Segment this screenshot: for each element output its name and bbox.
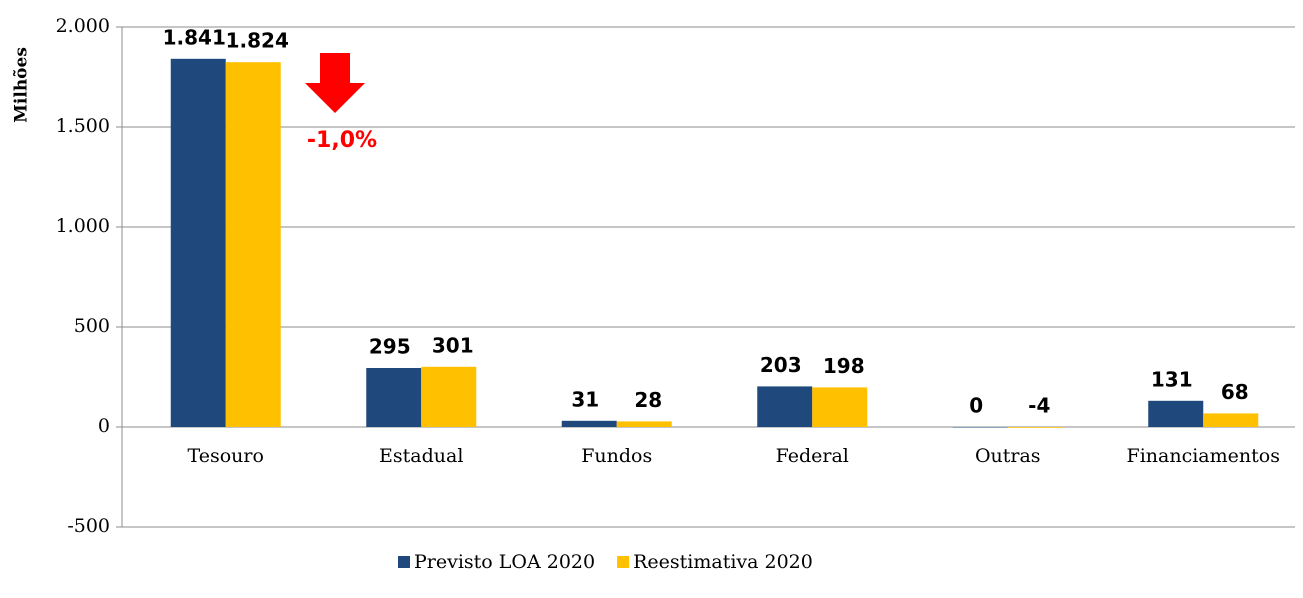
bar [952, 427, 1008, 428]
value-label: 1.824 [226, 29, 289, 53]
bar [616, 421, 672, 427]
x-tick-label: Fundos [581, 445, 652, 467]
bar [1148, 400, 1204, 427]
y-tick-label: 0 [98, 415, 110, 437]
bar [1007, 427, 1063, 428]
arrow [305, 53, 365, 113]
bar [812, 387, 868, 427]
value-label: 0 [969, 394, 983, 418]
y-tick-label: 1.500 [56, 115, 110, 137]
x-tick-label: Federal [776, 445, 849, 467]
value-label: 131 [1151, 367, 1193, 391]
bar [561, 420, 617, 427]
y-axis-label: Milhões [12, 47, 32, 123]
x-tick-label: Estadual [379, 445, 463, 467]
value-label: 68 [1221, 380, 1249, 404]
bar [757, 386, 813, 427]
value-label: 301 [432, 333, 474, 357]
x-tick-label: Tesouro [188, 445, 264, 467]
value-label: -4 [1028, 394, 1050, 418]
x-tick-label: Financiamentos [1127, 445, 1280, 467]
value-label: 203 [760, 353, 802, 377]
bar [170, 58, 226, 428]
bar [421, 366, 477, 427]
bar [225, 62, 281, 427]
value-label: 295 [369, 335, 411, 359]
y-tick-label: 1.000 [56, 215, 110, 237]
legend-swatch [398, 556, 410, 568]
value-label: 198 [823, 354, 865, 378]
x-tick-label: Outras [975, 445, 1041, 467]
value-label: 31 [571, 387, 599, 411]
legend-label: Reestimativa 2020 [633, 551, 813, 573]
y-tick-label: 500 [74, 315, 110, 337]
y-tick-label: 2.000 [56, 15, 110, 37]
value-label: 28 [634, 388, 662, 412]
bar [366, 368, 422, 427]
value-label: 1.841 [163, 25, 226, 49]
annotation: -1,0% [307, 128, 377, 153]
legend-label: Previsto LOA 2020 [414, 551, 595, 573]
bar [1203, 413, 1259, 427]
y-tick-label: -500 [67, 515, 110, 537]
legend-swatch [617, 556, 630, 568]
